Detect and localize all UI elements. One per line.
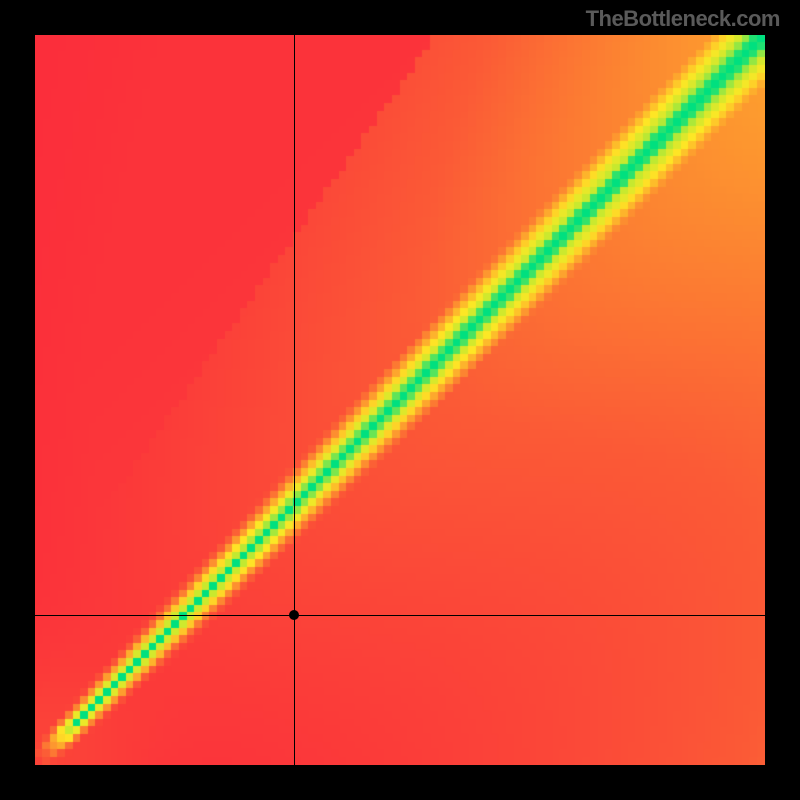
crosshair-point xyxy=(289,610,299,620)
crosshair-vertical xyxy=(294,35,295,765)
watermark-text: TheBottleneck.com xyxy=(586,6,780,32)
heatmap-canvas xyxy=(35,35,765,765)
heatmap-plot xyxy=(35,35,765,765)
crosshair-horizontal xyxy=(35,615,765,616)
